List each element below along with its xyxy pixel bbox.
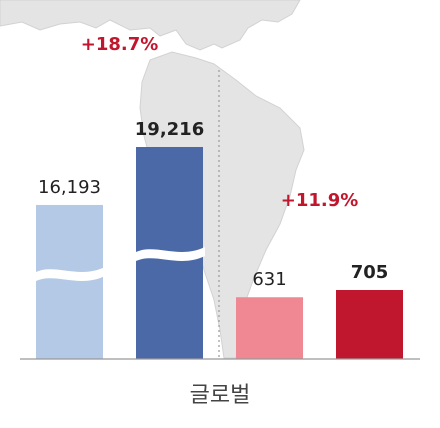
growth-label: +11.9% [281, 190, 359, 211]
data-label: 19,216 [135, 119, 204, 140]
bar-1-1 [36, 204, 103, 359]
map-caribbean-shape [0, 0, 301, 51]
bar-2-2 [336, 290, 403, 359]
data-label: 631 [252, 269, 286, 290]
growth-label: +18.7% [81, 34, 159, 55]
x-axis-label: 글로벌 [190, 383, 251, 408]
bar-2-1 [236, 297, 303, 359]
data-label: 705 [351, 262, 389, 283]
data-label: 16,193 [38, 177, 101, 198]
axis-break-mark [134, 247, 205, 262]
axis-break-mark [34, 267, 105, 282]
